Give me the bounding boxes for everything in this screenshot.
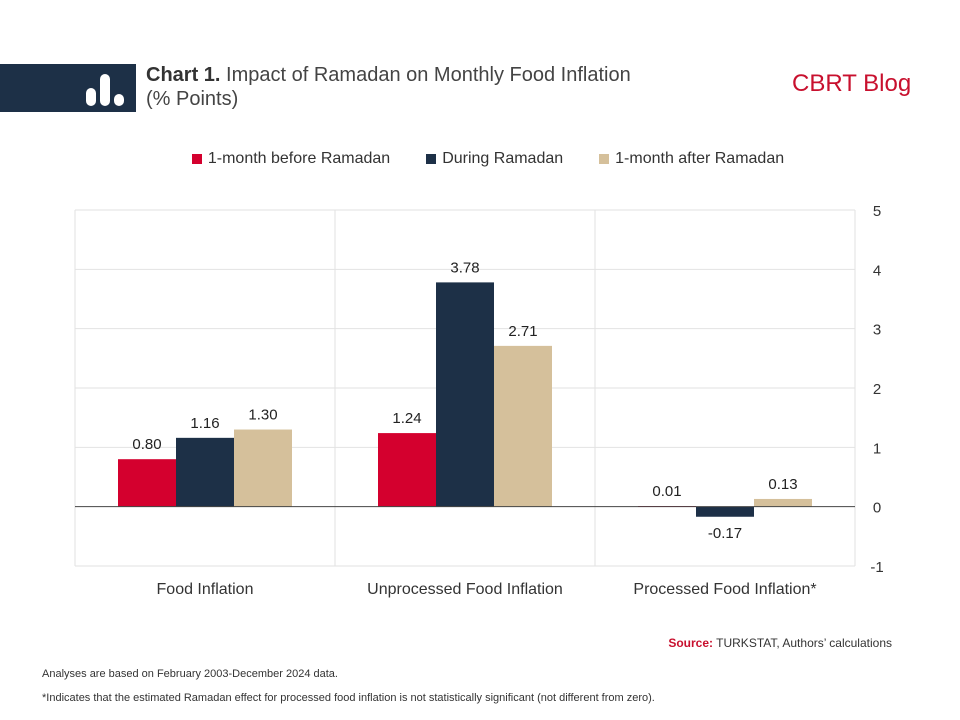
bar-chart-icon [86, 74, 124, 106]
chart-number-label: Chart 1. [146, 64, 221, 86]
x-category-label: Unprocessed Food Inflation [367, 581, 563, 598]
y-tick-label: 3 [873, 322, 881, 339]
bar [176, 437, 234, 507]
bar [494, 345, 552, 507]
legend-swatch [191, 154, 202, 164]
bar [234, 429, 292, 507]
chart-title-block: Chart 1. Impact of Ramadan on Monthly Fo… [146, 63, 746, 111]
legend-item: 1-month after Ramadan [599, 148, 784, 170]
x-category-label: Processed Food Inflation* [633, 581, 816, 598]
legend-item: 1-month before Ramadan [191, 148, 391, 170]
y-tick-label: 2 [873, 381, 881, 398]
legend-label: 1-month before Ramadan [207, 150, 391, 167]
y-tick-label: 1 [873, 440, 881, 457]
chart-title: Chart 1. Impact of Ramadan on Monthly Fo… [146, 63, 746, 87]
x-category-label: Food Inflation [157, 581, 254, 598]
source-note: Source: TURKSTAT, Authors’ calculations [668, 636, 892, 650]
y-tick-label: -1 [870, 559, 883, 576]
data-label: -0.17 [708, 525, 742, 542]
bar [118, 459, 176, 507]
legend-label: During Ramadan [442, 150, 564, 167]
data-label: 0.01 [652, 483, 681, 500]
legend-label: 1-month after Ramadan [615, 150, 785, 167]
bar [696, 506, 754, 517]
y-tick-label: 0 [873, 500, 881, 517]
source-label: Source: [668, 636, 714, 650]
header-band [0, 64, 136, 112]
blog-brand: CBRT Blog [792, 70, 912, 97]
legend-item: During Ramadan [426, 148, 563, 170]
data-label: 3.78 [450, 259, 479, 276]
y-tick-label: 4 [873, 262, 881, 279]
legend-swatch [599, 154, 610, 164]
chart-subtitle: (% Points) [146, 88, 239, 110]
data-label: 2.71 [508, 323, 537, 340]
footnote-data-period: Analyses are based on February 2003-Dece… [42, 668, 338, 680]
source-text: TURKSTAT, Authors’ calculations [713, 636, 892, 650]
bar [436, 282, 494, 507]
footnote-significance: *Indicates that the estimated Ramadan ef… [42, 692, 655, 704]
bar [754, 498, 812, 507]
y-tick-label: 5 [873, 203, 881, 220]
data-label: 0.80 [132, 436, 161, 453]
data-label: 1.24 [392, 410, 421, 427]
bar [378, 433, 436, 507]
legend: 1-month before Ramadan During Ramadan 1-mo… [0, 148, 960, 170]
data-label: 0.13 [768, 476, 797, 493]
data-label: 1.16 [190, 415, 219, 432]
legend-swatch [426, 154, 437, 164]
data-label: 1.30 [248, 407, 277, 424]
chart-title-text: Impact of Ramadan on Monthly Food Inflat… [226, 64, 631, 86]
